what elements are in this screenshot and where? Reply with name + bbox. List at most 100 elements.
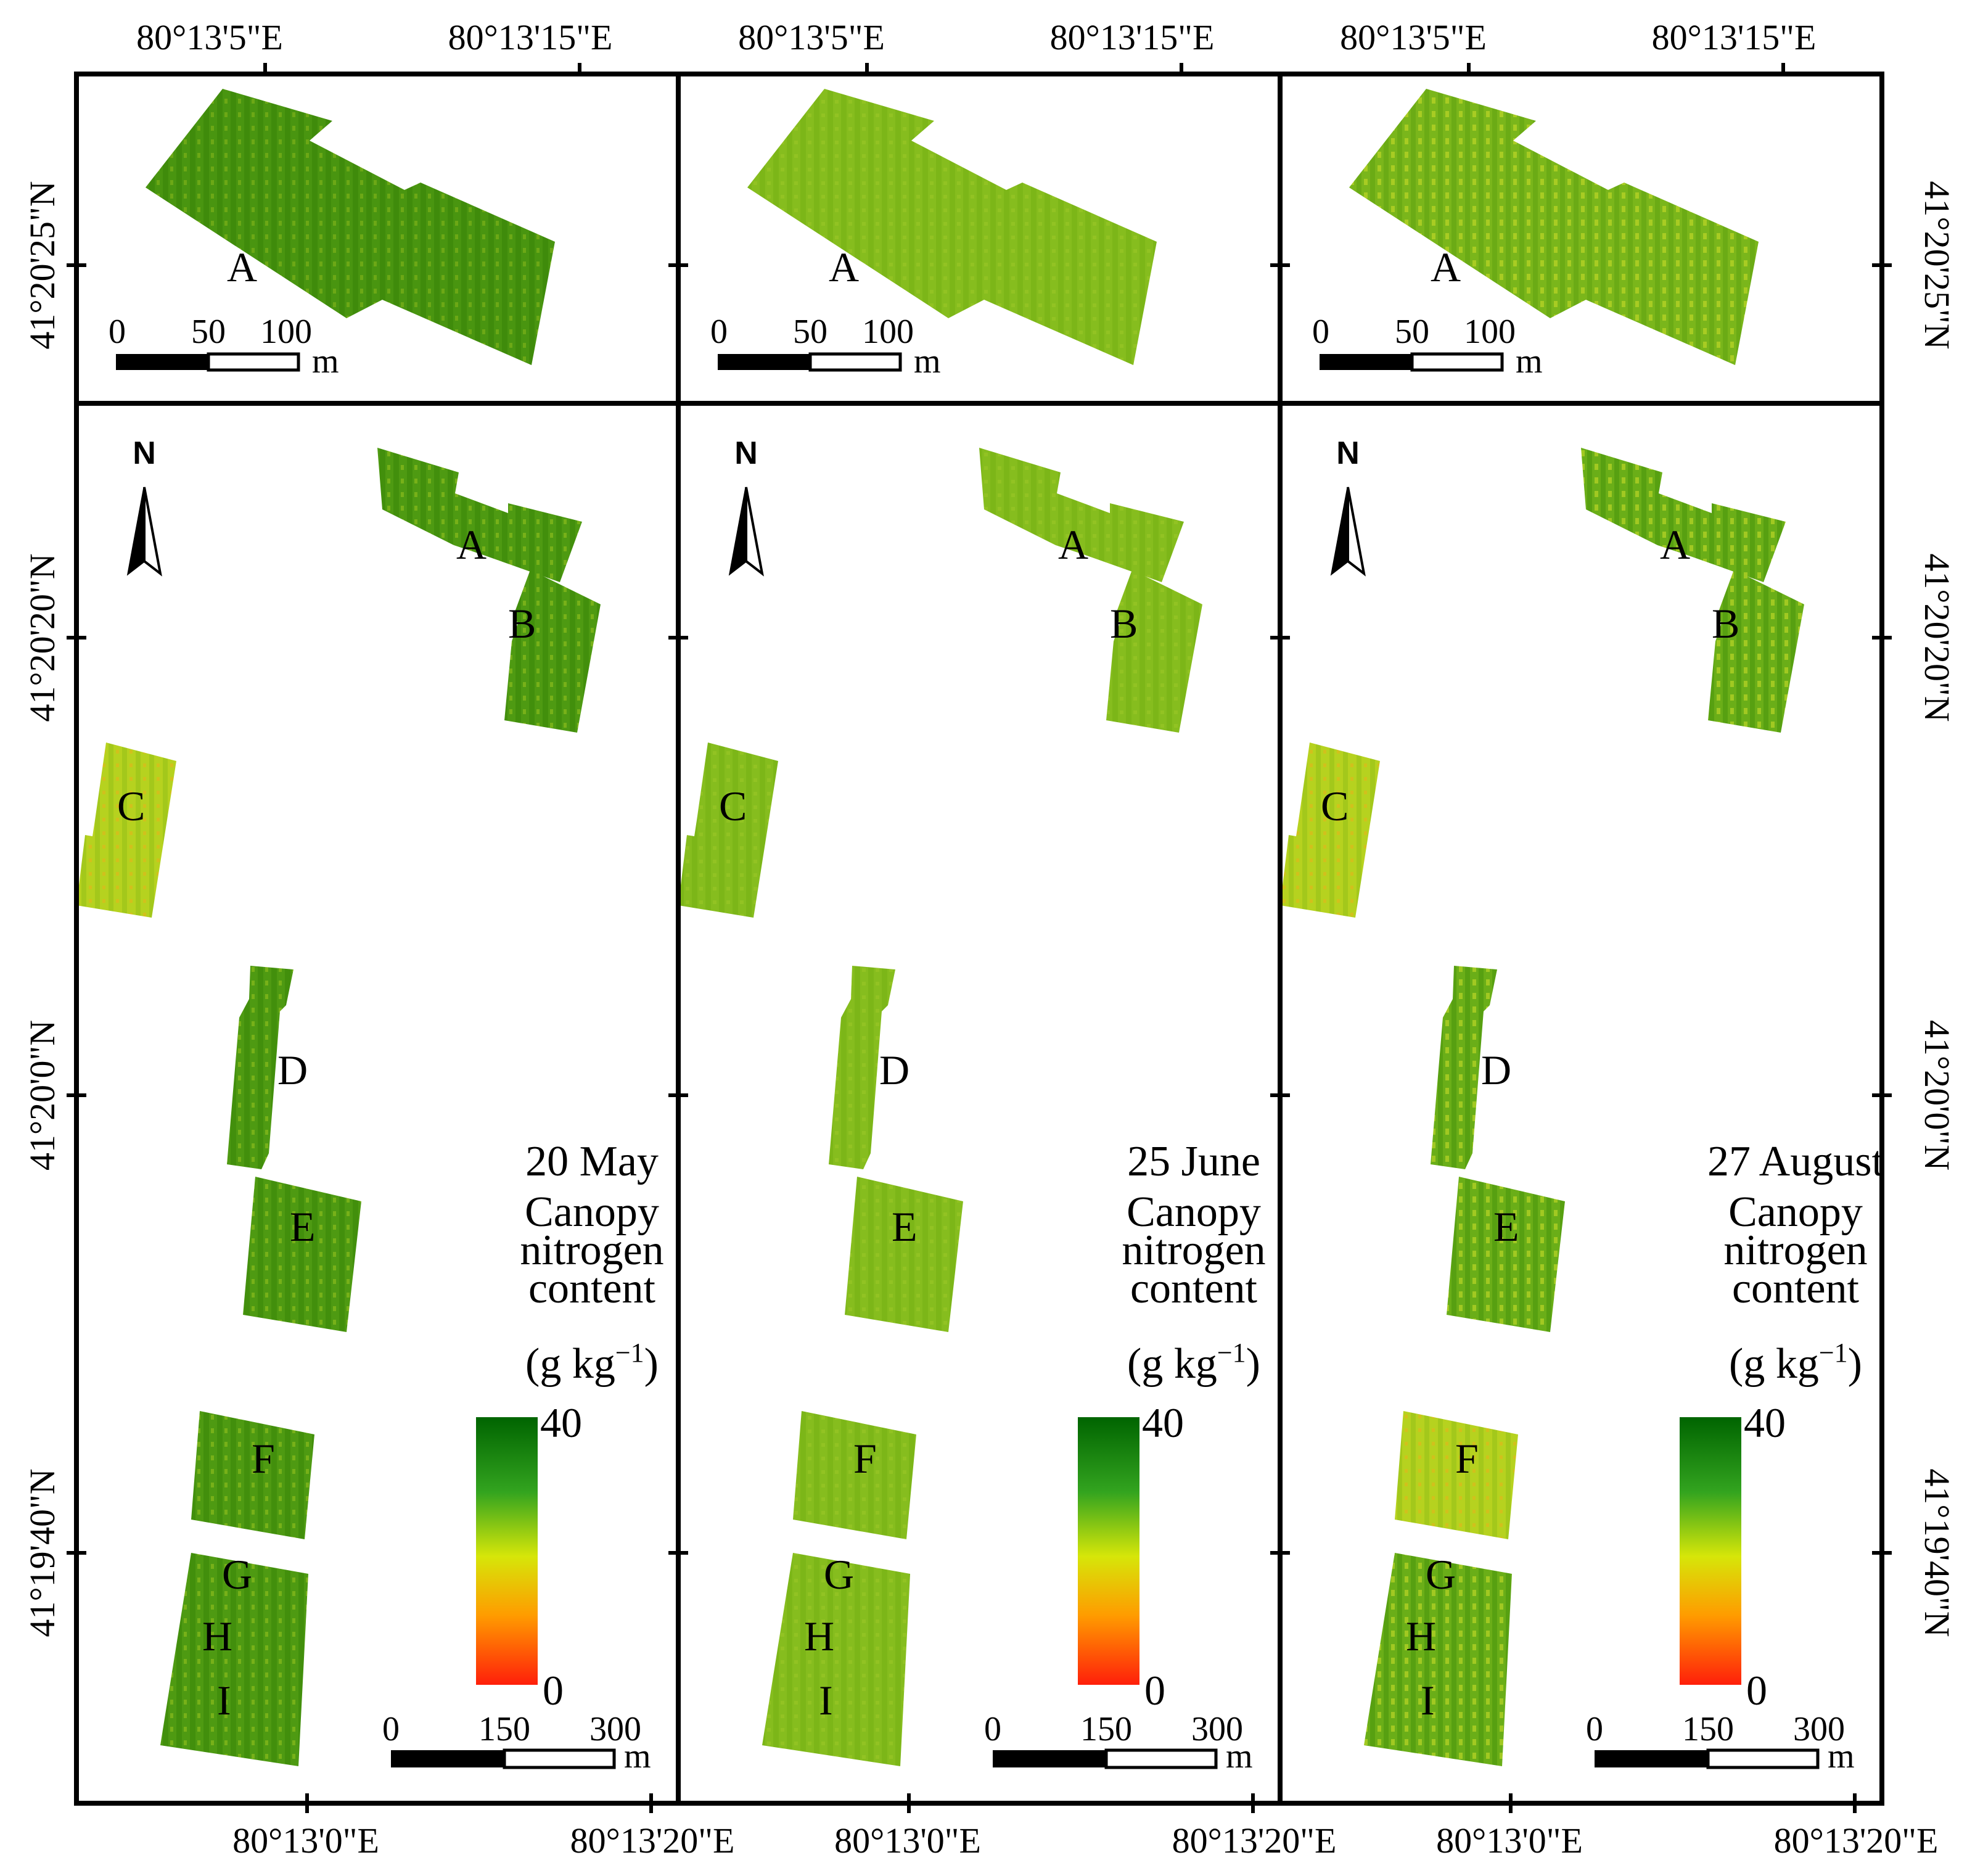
main-scale-tick-300-august: 300	[1793, 1710, 1845, 1748]
panel-date-may: 20 May	[525, 1138, 659, 1185]
inset-field-a-june	[747, 89, 1157, 365]
field-label-a-may: A	[456, 521, 487, 568]
legend-unit-sup: −1	[1217, 1338, 1246, 1368]
field-label-e-august: E	[1493, 1203, 1519, 1250]
inset-field-a-august	[1349, 89, 1759, 365]
legend-colorbar-may	[476, 1417, 538, 1685]
field-d-june	[829, 966, 895, 1169]
field-label-h-august: H	[1406, 1613, 1436, 1660]
legend-min-june: 0	[1144, 1667, 1165, 1714]
left-lat-inset-label: 41°20'25"N	[22, 181, 62, 349]
field-label-h-may: H	[202, 1613, 232, 1660]
legend-colorbar-june	[1078, 1417, 1139, 1685]
inset-scale-unit-may: m	[312, 342, 339, 381]
field-e-june	[845, 1177, 963, 1332]
field-label-f-may: F	[252, 1435, 275, 1482]
legend-title-line-2-may: content	[528, 1265, 656, 1312]
north-arrow-icon	[1330, 487, 1349, 576]
field-ghi-august	[1364, 1553, 1512, 1766]
field-ghi-june	[762, 1553, 910, 1766]
inset-scale-unit-august: m	[1516, 342, 1543, 381]
field-label-g-august: G	[1426, 1551, 1456, 1598]
legend-max-june: 40	[1142, 1399, 1184, 1446]
inset-scalebar-black-may	[116, 354, 208, 370]
field-b-june	[1106, 570, 1202, 733]
legend-unit-sup: −1	[1819, 1338, 1848, 1368]
inset-scale-tick-100-may: 100	[260, 313, 312, 351]
field-label-h-june: H	[804, 1613, 834, 1660]
right-lat-main-label-0: 41°20'20"N	[1917, 553, 1957, 722]
main-scale-unit-june: m	[1226, 1737, 1253, 1775]
field-d-august	[1431, 966, 1497, 1169]
inset-field-a-overlay-august	[1349, 89, 1759, 365]
legend-min-august: 0	[1746, 1667, 1767, 1714]
inset-scale-tick-50-june: 50	[793, 313, 827, 351]
field-e-may	[243, 1177, 361, 1332]
legend-title-line-0-august: Canopy	[1728, 1188, 1863, 1236]
inset-field-a-overlay-may	[146, 89, 555, 365]
inset-scalebar-black-august	[1320, 354, 1412, 370]
field-label-d-may: D	[277, 1047, 308, 1093]
legend-title-line-2-august: content	[1732, 1265, 1860, 1312]
field-label-i-may: I	[217, 1677, 231, 1724]
axes-layer: 80°13'5"E 80°13'15"E 80°13'0"E 80°13'20"E 80…	[22, 17, 1957, 1861]
field-label-e-june: E	[892, 1203, 918, 1250]
field-label-a-june: A	[1058, 521, 1088, 568]
field-ghi-may	[160, 1553, 308, 1766]
inset-scale-tick-0-august: 0	[1312, 313, 1329, 351]
field-label-i-august: I	[1421, 1677, 1435, 1724]
field-label-c-august: C	[1321, 783, 1349, 829]
inset-field-a-may	[146, 89, 555, 365]
north-arrow-icon	[728, 487, 747, 576]
legend-title-line-1-june: nitrogen	[1122, 1227, 1265, 1274]
legend-max-august: 40	[1744, 1399, 1786, 1446]
main-scale-tick-300-may: 300	[589, 1710, 641, 1748]
main-scalebar-black-august	[1595, 1750, 1708, 1767]
inset-scale-tick-100-june: 100	[862, 313, 914, 351]
bottom-lon-label-0-may: 80°13'0"E	[232, 1820, 379, 1861]
main-scalebar-black-june	[993, 1750, 1106, 1767]
inset-scale-tick-50-may: 50	[191, 313, 226, 351]
legend-title-line-1-may: nitrogen	[520, 1227, 663, 1274]
main-scale-unit-may: m	[624, 1737, 651, 1775]
top-lon-label-1-august: 80°13'15"E	[1652, 17, 1817, 57]
field-label-d-june: D	[879, 1047, 909, 1093]
right-lat-main-label-2: 41°19'40"N	[1917, 1468, 1957, 1637]
legend-title-line-0-june: Canopy	[1127, 1188, 1261, 1236]
north-arrow-icon-right	[143, 487, 162, 577]
legend-unit-august: (g kg−1)	[1729, 1338, 1862, 1388]
legend-unit-prefix: (g kg	[1127, 1340, 1217, 1388]
inset-scale-tick-100-august: 100	[1464, 313, 1516, 351]
top-lon-label-1-may: 80°13'15"E	[448, 17, 613, 57]
legend-unit-prefix: (g kg	[525, 1340, 615, 1388]
field-a-may	[377, 448, 582, 582]
main-frame-august	[1278, 401, 1884, 1806]
field-label-c-may: C	[117, 783, 145, 829]
inset-label-a-may: A	[227, 244, 257, 290]
field-label-f-august: F	[1455, 1435, 1479, 1482]
main-scalebar-white-june	[1104, 1748, 1218, 1769]
north-letter-june: N	[734, 435, 758, 471]
bottom-lon-label-0-june: 80°13'0"E	[834, 1820, 981, 1861]
left-lat-main-label-1: 41°20'0"N	[22, 1020, 62, 1170]
legend-title-line-0-may: Canopy	[525, 1188, 659, 1236]
main-scale-tick-0-may: 0	[382, 1710, 400, 1748]
field-c-august	[1280, 743, 1380, 918]
legend-unit-may: (g kg−1)	[525, 1338, 659, 1388]
north-arrow-icon-right	[1347, 487, 1366, 577]
legend-max-may: 40	[540, 1399, 582, 1446]
legend-unit-prefix: (g kg	[1729, 1340, 1819, 1388]
inset-scalebar-white-may	[207, 352, 300, 372]
top-lon-label-0-june: 80°13'5"E	[738, 17, 885, 57]
main-scale-tick-0-august: 0	[1586, 1710, 1603, 1748]
inset-scale-tick-0-may: 0	[109, 313, 126, 351]
legend-unit-suffix: )	[1848, 1340, 1862, 1388]
main-scale-unit-august: m	[1828, 1737, 1855, 1775]
